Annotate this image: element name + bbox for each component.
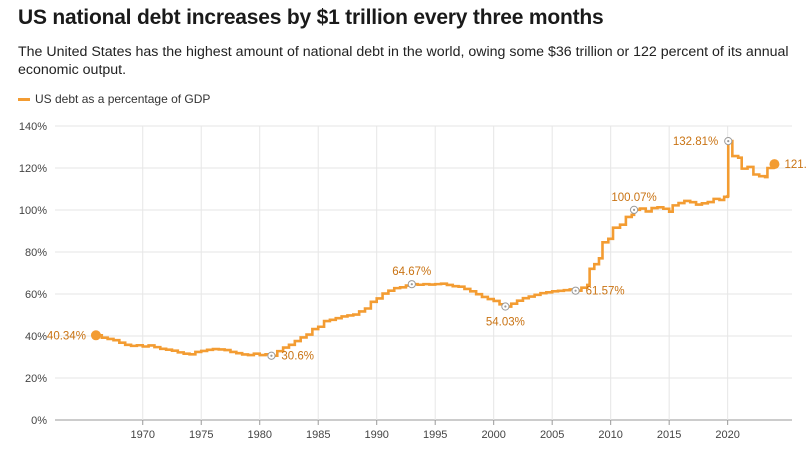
x-tick-label: 1975 bbox=[189, 429, 213, 441]
annotations: 40.34% 30.6% 64.67% 54.03% 61.57% 100.07% 132.… bbox=[47, 136, 807, 363]
annotation-label: 132.81% bbox=[673, 136, 718, 148]
annotation-marker-dot bbox=[574, 289, 577, 292]
annotation-label: 61.57% bbox=[586, 286, 625, 298]
legend-swatch bbox=[18, 97, 30, 101]
annotation-marker-filled bbox=[769, 159, 780, 170]
x-tick-label: 1980 bbox=[247, 429, 271, 441]
annotation-label: 64.67% bbox=[392, 266, 431, 278]
chart-legend: US debt as a percentage of GDP bbox=[18, 92, 210, 106]
x-tick-label: 1995 bbox=[423, 429, 447, 441]
annotation-label: 30.6% bbox=[281, 351, 314, 363]
y-tick-label: 140% bbox=[19, 121, 47, 133]
annotation-marker-dot bbox=[727, 139, 730, 143]
annotation-marker-dot bbox=[270, 354, 273, 357]
legend-label: US debt as a percentage of GDP bbox=[35, 92, 211, 106]
y-tick-label: 80% bbox=[25, 247, 47, 259]
y-tick-label: 20% bbox=[25, 373, 47, 385]
annotation-marker-dot bbox=[410, 283, 413, 286]
annotation-label: 54.03% bbox=[486, 317, 525, 329]
x-tick-label: 2010 bbox=[598, 429, 622, 441]
chart-subtitle: The United States has the highest amount… bbox=[18, 44, 789, 78]
annotation-marker-dot bbox=[632, 208, 636, 211]
annotation-label: 121.85% bbox=[784, 159, 807, 171]
y-tick-label: 120% bbox=[19, 163, 47, 175]
x-tick-label: 1985 bbox=[306, 429, 330, 441]
annotation-marker-filled bbox=[90, 330, 101, 341]
x-tick-label: 2000 bbox=[481, 429, 505, 441]
y-tick-label: 60% bbox=[25, 289, 47, 301]
x-tick-label: 2005 bbox=[540, 429, 564, 441]
x-tick-label: 1990 bbox=[364, 429, 388, 441]
y-tick-label: 0% bbox=[31, 415, 47, 427]
x-tick-label: 2015 bbox=[657, 429, 681, 441]
annotation-label: 40.34% bbox=[47, 330, 86, 342]
chart-title: US national debt increases by $1 trillio… bbox=[18, 6, 604, 29]
axis-labels: 0% 20% 40% 60% 80% 100% 120% 140% 1970 1975 1980 19… bbox=[19, 121, 740, 441]
series-layer bbox=[95, 139, 776, 358]
y-tick-label: 100% bbox=[19, 205, 47, 217]
annotation-marker-dot bbox=[504, 305, 507, 308]
annotation-label: 100.07% bbox=[611, 192, 656, 204]
x-tick-label: 2020 bbox=[715, 429, 739, 441]
y-tick-label: 40% bbox=[25, 331, 47, 343]
series-line bbox=[95, 139, 776, 358]
x-tick-label: 1970 bbox=[130, 429, 154, 441]
